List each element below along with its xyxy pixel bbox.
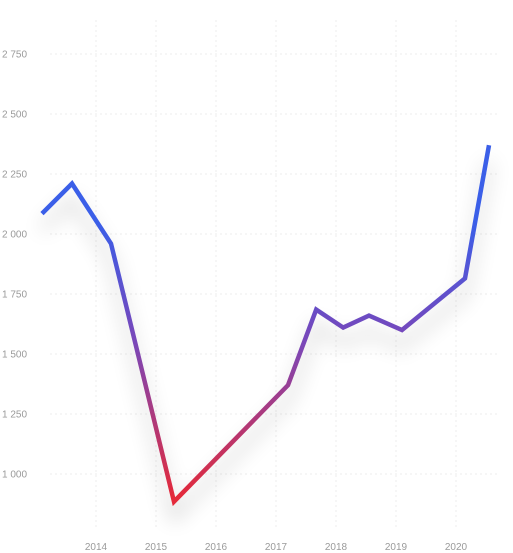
- y-tick-label: 1 750: [2, 290, 27, 301]
- data-point: [341, 326, 345, 330]
- data-point: [400, 328, 404, 332]
- data-point: [367, 314, 371, 318]
- data-point: [172, 500, 176, 504]
- y-tick-label: 2 000: [2, 230, 27, 241]
- y-tick-label: 2 750: [2, 50, 27, 61]
- data-point: [314, 308, 318, 312]
- data-point: [286, 383, 290, 387]
- x-tick-label: 2020: [445, 542, 468, 553]
- y-tick-label: 2 500: [2, 110, 27, 121]
- y-tick-label: 1 500: [2, 350, 27, 361]
- x-tick-label: 2016: [205, 542, 228, 553]
- y-tick-label: 1 250: [2, 410, 27, 421]
- y-axis: 1 000 1 250 1 500 1 750 2 000 2 250 2 500 2 750: [2, 50, 27, 481]
- data-point: [109, 242, 113, 246]
- x-tick-label: 2018: [325, 542, 348, 553]
- series-line: [40, 144, 492, 507]
- data-point: [463, 276, 467, 280]
- x-tick-label: 2015: [145, 542, 168, 553]
- x-tick-label: 2014: [85, 542, 108, 553]
- data-point: [487, 143, 491, 147]
- data-point: [40, 212, 44, 216]
- data-point: [70, 182, 74, 186]
- x-axis: 2014 2015 2016 2017 2018 2019 2020: [85, 542, 468, 553]
- y-tick-label: 2 250: [2, 170, 27, 181]
- x-tick-label: 2017: [265, 542, 288, 553]
- y-tick-label: 1 000: [2, 470, 27, 481]
- x-tick-label: 2019: [385, 542, 408, 553]
- series-layer: [40, 143, 492, 507]
